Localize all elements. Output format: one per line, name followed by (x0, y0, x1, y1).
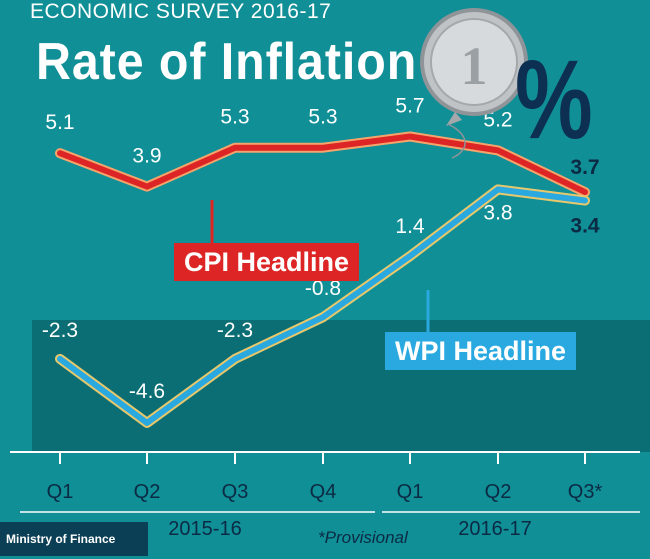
cpi-data-label: 5.7 (395, 95, 424, 118)
wpi-data-label: -4.6 (129, 380, 165, 403)
cpi-data-label: 5.3 (220, 106, 249, 129)
survey-label: ECONOMIC SURVEY 2016-17 (30, 0, 332, 23)
wpi-data-label: 1.4 (395, 215, 425, 238)
wpi-data-label: -0.8 (305, 277, 341, 300)
x-tick-label: Q3 (222, 481, 249, 503)
cpi-data-label: 5.2 (483, 108, 512, 131)
x-tick-labels: Q1 Q2 Q3 Q4 Q1 Q2 Q3* (47, 481, 603, 503)
percent-symbol: % (515, 37, 593, 162)
x-tick-label: Q1 (397, 481, 424, 503)
cpi-data-label: 5.3 (308, 106, 337, 129)
x-tick-label: Q4 (310, 481, 337, 503)
series-wpi-headline (55, 184, 590, 428)
source-badge: Ministry of Finance (0, 522, 148, 556)
x-tick-label: Q1 (47, 481, 74, 503)
x-ticks (59, 452, 586, 464)
x-tick-label: Q2 (485, 481, 512, 503)
cpi-data-label: 3.7 (570, 156, 599, 179)
cpi-data-label: 5.1 (45, 111, 74, 134)
provisional-note: *Provisional (318, 528, 408, 547)
svg-text:1: 1 (461, 36, 488, 96)
series-cpi-headline (55, 131, 590, 198)
rupee-coin-balloon-icon: 1 (420, 8, 528, 159)
group-label-2016-17: 2016-17 (458, 518, 531, 540)
x-tick-label: Q3* (568, 481, 603, 503)
group-label-2015-16: 2015-16 (168, 518, 241, 540)
page-title: Rate of Inflation (36, 33, 418, 91)
cpi-data-label: 3.9 (132, 145, 161, 168)
wpi-data-label: -2.3 (42, 319, 78, 342)
x-tick-label: Q2 (134, 481, 161, 503)
wpi-data-label: -2.3 (217, 319, 253, 342)
wpi-data-label: 3.4 (570, 215, 600, 238)
cpi-series-label: CPI Headline (174, 243, 360, 281)
wpi-series-label: WPI Headline (385, 332, 577, 370)
wpi-data-label: 3.8 (483, 201, 512, 224)
data-labels: 5.1 3.9 5.3 5.3 5.7 5.2 3.7 -2.3 -4.6 -2.3 -0.8 1.4… (42, 95, 600, 403)
